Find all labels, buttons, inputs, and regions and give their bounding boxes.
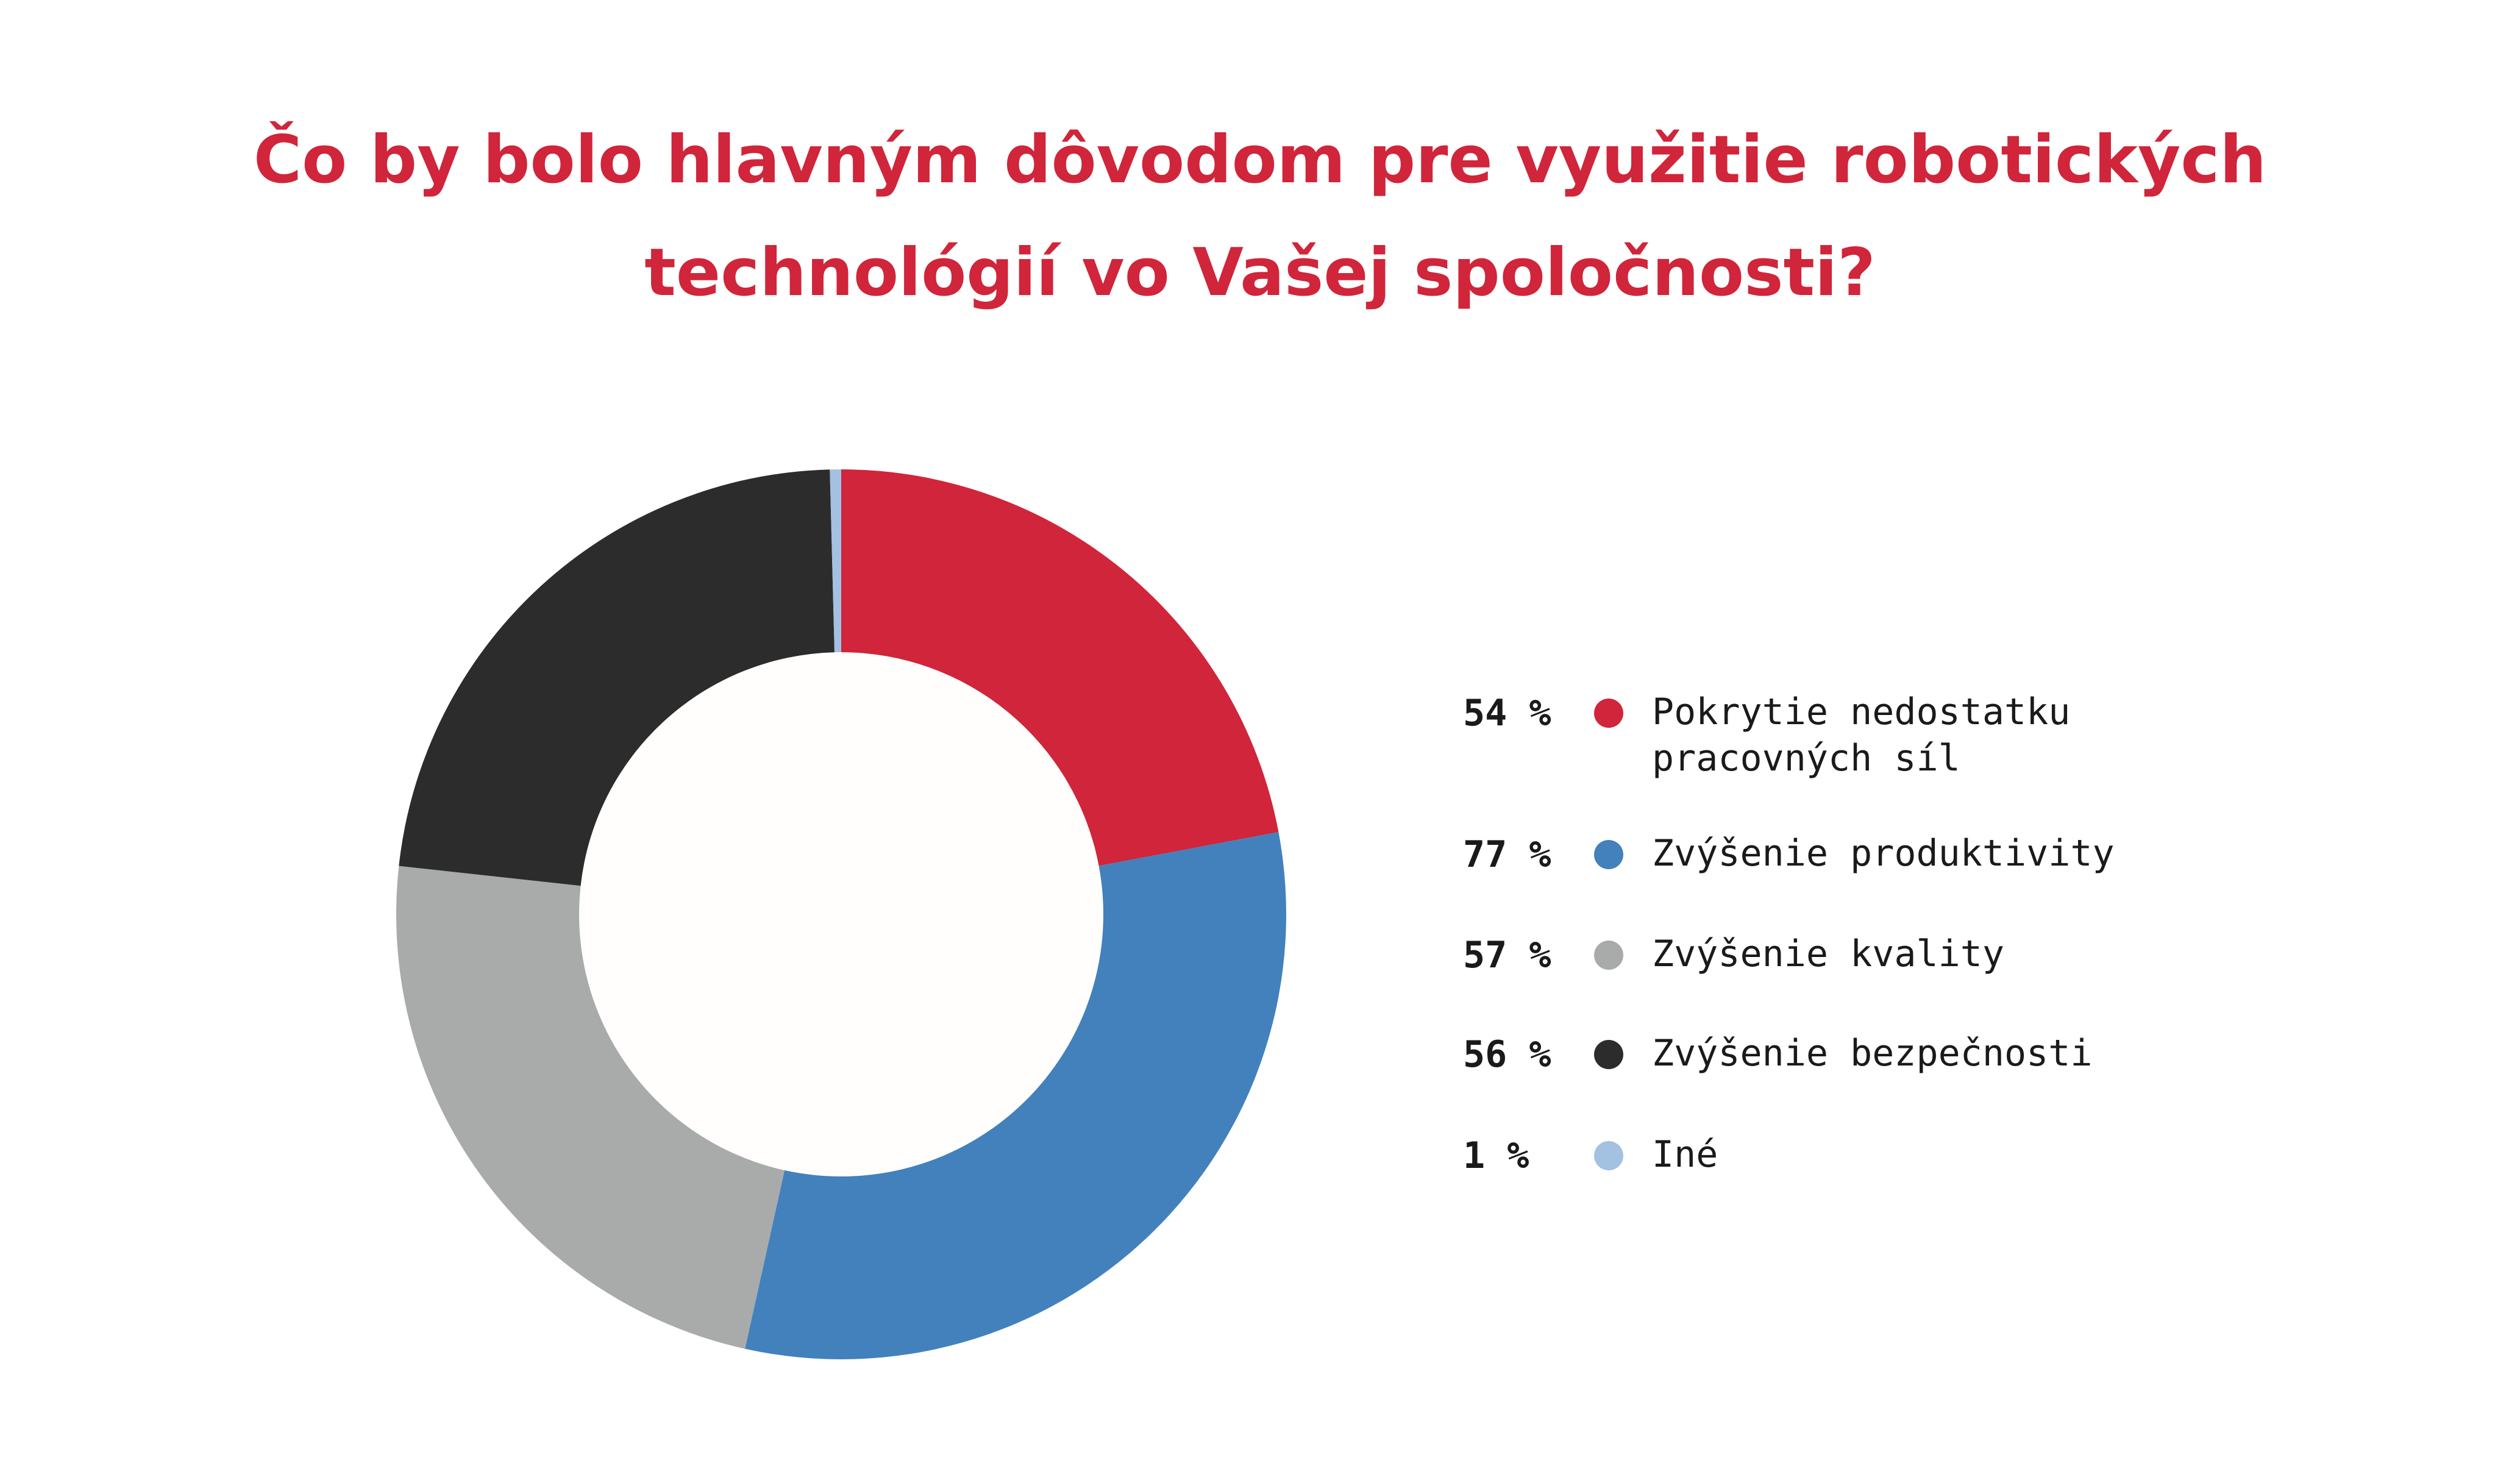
legend-label-1-line-2: pracovných síl [1652,737,1960,780]
legend-label-2: Zvýšenie produktivity [1652,830,2201,877]
legend-swatch-2 [1594,840,1623,869]
legend-swatch-1 [1594,699,1623,728]
donut-slice-5 [830,469,841,653]
legend-label-4-line-1: Zvýšenie bezpečnosti [1652,1032,2093,1075]
donut-chart [396,469,1286,1359]
donut-slice-4 [399,469,835,886]
donut-hole [580,653,1103,1176]
legend-swatch-4 [1594,1040,1623,1069]
legend-value-5: 1 % [1463,1134,1529,1177]
chart-title: Čo by bolo hlavným dôvodom pre využitie … [0,104,2520,329]
donut-slice-3 [396,866,785,1349]
legend-label-1-line-1: Pokrytie nedostatku [1652,691,2071,733]
legend-label-3: Zvýšenie kvality [1652,931,2201,977]
legend-value-4: 56 % [1463,1033,1551,1076]
legend-label-3-line-1: Zvýšenie kvality [1652,933,2004,975]
legend-label-5: Iné [1652,1131,2201,1178]
legend-value-1: 54 % [1463,692,1551,735]
donut-slice-2 [745,832,1286,1359]
donut-slice-1 [841,469,1279,866]
legend-value-2: 77 % [1463,833,1551,876]
legend-swatch-3 [1594,941,1623,970]
legend-value-3: 57 % [1463,934,1551,977]
legend-label-2-line-1: Zvýšenie produktivity [1652,832,2115,875]
legend-swatch-5 [1594,1141,1623,1170]
legend-label-5-line-1: Iné [1652,1133,1718,1176]
legend-label-1: Pokrytie nedostatku pracovných síl [1652,689,2201,781]
chart-title-line-2: technológií vo Vašej spoločnosti? [644,235,1876,311]
chart-title-line-1: Čo by bolo hlavným dôvodom pre využitie … [253,122,2267,198]
legend-label-4: Zvýšenie bezpečnosti [1652,1030,2201,1076]
